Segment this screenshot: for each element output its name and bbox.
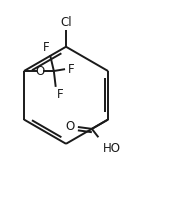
Text: O: O bbox=[66, 121, 75, 133]
Text: HO: HO bbox=[103, 142, 121, 155]
Text: Cl: Cl bbox=[60, 16, 72, 29]
Text: F: F bbox=[67, 63, 74, 76]
Text: O: O bbox=[35, 65, 45, 77]
Text: F: F bbox=[42, 41, 49, 54]
Text: F: F bbox=[57, 88, 63, 101]
